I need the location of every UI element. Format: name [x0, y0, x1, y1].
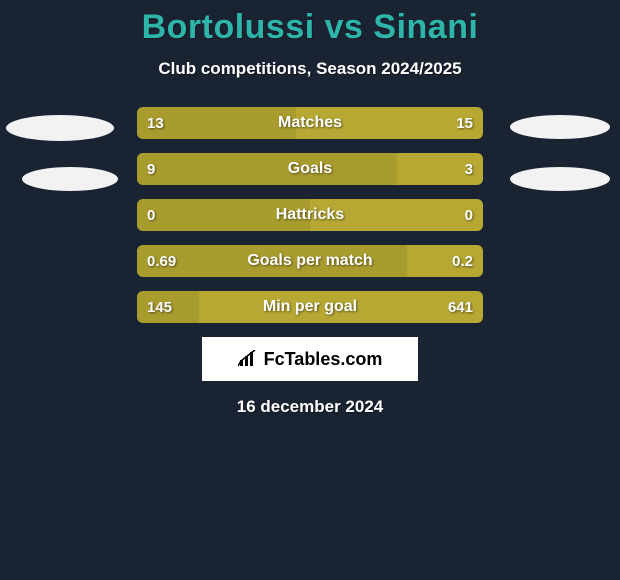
- bar-left-fill: [137, 245, 407, 277]
- player-left-oval-bottom: [22, 167, 118, 191]
- bar-left-fill: [137, 291, 199, 323]
- bars-container: 1315Matches 93Goals 00Hattricks 0.690.2Goal…: [137, 107, 483, 323]
- logo-box: FcTables.com: [202, 337, 418, 381]
- player-left-oval-top: [6, 115, 114, 141]
- bar-right-fill: [199, 291, 483, 323]
- subtitle: Club competitions, Season 2024/2025: [0, 59, 620, 79]
- date-label: 16 december 2024: [0, 397, 620, 417]
- bar-chart-icon: [238, 350, 260, 368]
- bar-left-fill: [137, 107, 296, 139]
- player-right-oval-top: [510, 115, 610, 139]
- page-title: Bortolussi vs Sinani: [0, 8, 620, 47]
- bar-row: 1315Matches: [137, 107, 483, 139]
- bar-row: 0.690.2Goals per match: [137, 245, 483, 277]
- bar-row: 00Hattricks: [137, 199, 483, 231]
- bar-right-fill: [397, 153, 484, 185]
- logo-text: FcTables.com: [264, 349, 383, 370]
- logo: FcTables.com: [238, 349, 383, 370]
- player-right-oval-bottom: [510, 167, 610, 191]
- bar-right-fill: [407, 245, 483, 277]
- bar-right-fill: [310, 199, 483, 231]
- bar-left-fill: [137, 153, 397, 185]
- bar-left-fill: [137, 199, 310, 231]
- bar-row: 93Goals: [137, 153, 483, 185]
- chart-area: 1315Matches 93Goals 00Hattricks 0.690.2Goal…: [0, 107, 620, 417]
- bar-row: 145641Min per goal: [137, 291, 483, 323]
- bar-right-fill: [296, 107, 483, 139]
- comparison-infographic: Bortolussi vs Sinani Club competitions, …: [0, 0, 620, 417]
